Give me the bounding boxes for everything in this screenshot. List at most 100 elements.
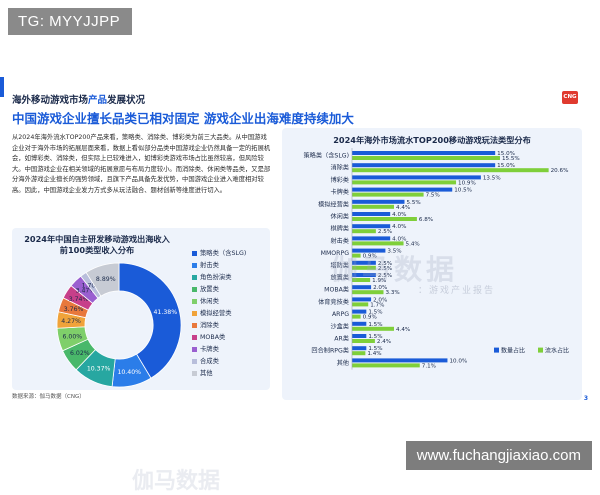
donut-title-line1: 2024年中国自主研发移动游戏出海收入 — [24, 234, 170, 244]
bar-chart-panel: 2024年海外市场流水TOP200移动游戏玩法类型分布 策略类（含SLG) 15.… — [282, 128, 582, 400]
bar-revenue-share — [352, 253, 361, 258]
donut-chart-title: 2024年中国自主研发移动游戏出海收入 前100类型收入分布 — [12, 234, 182, 256]
bar-revenue-share — [352, 180, 457, 185]
legend-swatch — [192, 358, 197, 364]
legend-label: 其他 — [200, 370, 213, 377]
bar-revenue-share — [352, 241, 404, 246]
bar-category-label: 体育竞技类 — [318, 298, 349, 306]
bar-value-label: 2.5% — [378, 229, 392, 235]
body-paragraph: 从2024年海外流水TOP200产品来看，策略类、消除类、博彩类为前三大品类。从… — [12, 134, 271, 194]
bar-revenue-share — [352, 351, 366, 356]
bar-count-share — [352, 187, 453, 192]
accent-bar — [0, 77, 4, 97]
bar-count-share — [352, 175, 481, 180]
bar-value-label: 2.5% — [378, 273, 392, 279]
bar-category-label: 回合制RPG类 — [311, 347, 349, 355]
top-left-watermark: TG: MYYJJPP — [8, 8, 133, 35]
bar-value-label: 1.4% — [367, 351, 381, 357]
bar-value-label: 3.3% — [386, 290, 400, 296]
bar-count-share — [352, 212, 391, 216]
legend-swatch — [192, 262, 197, 268]
legend-label: 策略类（含SLG) — [200, 250, 247, 257]
bar-revenue-share — [352, 265, 376, 270]
legend-swatch — [192, 334, 197, 340]
bar-value-label: 1.5% — [368, 310, 382, 316]
bar-count-share — [352, 285, 372, 290]
donut-slice — [85, 262, 120, 297]
page-number: 3 — [583, 395, 588, 402]
legend-item: 射击类 — [192, 260, 272, 272]
legend-label: 放置类 — [200, 286, 219, 293]
bar-revenue-share — [352, 168, 549, 173]
site-url-watermark: www.fuchangjiaxiao.com — [405, 441, 592, 470]
bar-value-label: 3.5% — [387, 249, 401, 255]
donut-slice-label: 3.47% — [76, 288, 96, 295]
legend-label: 消除类 — [200, 322, 219, 329]
bar-category-label: MMORPG — [321, 250, 350, 257]
bar-legend-swatch — [538, 347, 543, 353]
bar-count-share — [352, 199, 405, 204]
bar-value-label: 15.0% — [497, 151, 515, 157]
bar-category-label: 塔防类 — [330, 261, 349, 269]
bar-value-label: 7.1% — [422, 363, 436, 369]
bar-count-share — [352, 248, 386, 253]
legend-item: MOBA类 — [192, 332, 272, 344]
bar-category-label: 其他 — [337, 359, 349, 367]
bar-category-label: 博彩类 — [330, 176, 349, 184]
donut-slice-label: 8.89% — [96, 276, 116, 283]
bar-category-label: ARPG — [332, 311, 349, 318]
bar-revenue-share — [352, 326, 394, 331]
legend-label: 卡牌类 — [200, 346, 219, 353]
donut-slice-label: 6.00% — [63, 333, 83, 340]
donut-slice — [118, 262, 182, 379]
legend-label: 休闲类 — [200, 298, 219, 305]
bar-value-label: 2.5% — [378, 261, 392, 267]
bar-value-label: 10.0% — [449, 358, 467, 364]
bar-revenue-share — [352, 314, 361, 319]
bar-value-label: 5.5% — [407, 200, 421, 206]
bar-category-label: 卡牌类 — [330, 188, 349, 196]
bar-revenue-share — [352, 302, 369, 307]
bar-value-label: 10.5% — [454, 188, 472, 194]
bar-revenue-share — [352, 278, 371, 282]
kicker-highlight: 产品 — [88, 95, 108, 106]
legend-swatch — [192, 346, 197, 352]
bar-revenue-share — [352, 229, 376, 234]
bar-count-share — [352, 163, 496, 168]
bar-value-label: 0.9% — [363, 315, 377, 321]
bar-value-label: 10.9% — [458, 180, 476, 186]
legend-label: MOBA类 — [200, 334, 226, 341]
bar-revenue-share — [352, 204, 394, 209]
source-note: 数据来源：伽马数据（CNG） — [12, 394, 85, 400]
bar-value-label: 4.4% — [396, 327, 410, 333]
legend-swatch — [192, 370, 197, 376]
legend-label: 角色扮演类 — [200, 274, 232, 281]
bar-category-label: 策略类（含SLG) — [303, 152, 349, 160]
legend-item: 其他 — [192, 368, 272, 380]
bar-category-label: 沙盒类 — [330, 322, 349, 330]
bar-chart: 策略类（含SLG) 15.0%15.5% 消除类 15.0% 20.6% 博彩类 13.5%… — [303, 148, 569, 370]
bar-count-share — [352, 151, 496, 155]
report-slide: 海外移动游戏市场产品发展状况 CNG 中国游戏企业擅长品类已相对固定 游戏企业出… — [0, 73, 600, 494]
donut-legend: 策略类（含SLG) 射击类角色扮演类放置类休闲类模拟经营类消除类 MOBA类卡牌类合… — [192, 248, 272, 380]
legend-item: 模拟经营类 — [192, 308, 272, 320]
bar-category-label: MOBA类 — [324, 286, 349, 294]
legend-swatch — [192, 286, 197, 292]
bar-category-label: 射击类 — [330, 237, 349, 245]
bar-revenue-share — [352, 217, 417, 221]
bar-value-label: 15.5% — [502, 156, 520, 162]
legend-swatch — [192, 250, 197, 256]
bar-value-label: 1.5% — [368, 346, 382, 352]
bar-value-label: 15.0% — [497, 163, 515, 169]
bar-category-label: 棋牌类 — [330, 225, 349, 233]
legend-label: 合成类 — [200, 358, 219, 365]
bar-value-label: 2.4% — [377, 339, 391, 345]
donut-chart-panel: 2024年中国自主研发移动游戏出海收入 前100类型收入分布 41.38% 10.… — [12, 228, 272, 494]
bar-category-label: 消除类 — [330, 164, 349, 172]
section-kicker: 海外移动游戏市场产品发展状况 — [12, 92, 145, 106]
bar-category-label: 模拟经营类 — [318, 200, 349, 208]
bar-count-share — [352, 236, 391, 241]
legend-item: 消除类 — [192, 320, 272, 332]
bar-value-label: 4.0% — [392, 236, 406, 242]
bar-value-label: 2.5% — [378, 266, 392, 272]
